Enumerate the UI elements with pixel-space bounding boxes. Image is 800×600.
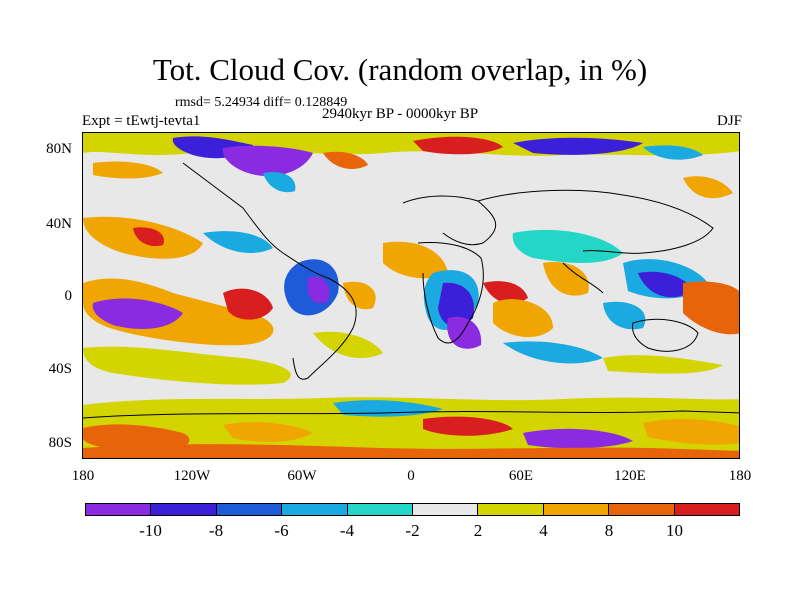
map-title: Tot. Cloud Cov. (random overlap, in %) (152, 52, 648, 87)
colorbar-label: -2 (405, 521, 420, 540)
lon-label-120w: 120W (173, 468, 211, 484)
lat-label-40s: 40S (48, 361, 72, 377)
colorbar-box-5 (413, 504, 479, 515)
colorbar-box-0 (86, 504, 152, 515)
stats-text: rmsd= 5.24934 diff= 0.128849 (175, 95, 348, 110)
lon-label-0: 0 (407, 468, 415, 484)
colorbar-label: 4 (539, 521, 548, 540)
arctic-anomalies (83, 133, 739, 199)
experiment-label: Expt = tEwtj-tevta1 (82, 113, 201, 129)
map-panel (82, 132, 740, 459)
season-label: DJF (716, 113, 742, 129)
colorbar-box-1 (151, 504, 217, 515)
colorbar-label: 8 (604, 521, 614, 540)
lon-label-120e: 120E (614, 468, 646, 484)
cloud-cover-map (83, 133, 739, 458)
lat-label-80n: 80N (46, 141, 72, 157)
colorbar (85, 503, 740, 516)
lon-label-180w: 180 (71, 468, 95, 484)
colorbar-label: -4 (339, 521, 355, 540)
antarctic-anomalies (83, 397, 739, 458)
lon-label-180e: 180 (728, 468, 752, 484)
colorbar-box-4 (347, 504, 414, 515)
lon-label-60w: 60W (287, 468, 317, 484)
southern-anomalies (83, 331, 723, 385)
coastlines (83, 162, 739, 419)
colorbar-box-6 (478, 504, 544, 515)
colorbar-box-3 (282, 504, 348, 515)
lat-label-0: 0 (64, 288, 73, 304)
tropical-anomalies (83, 216, 739, 349)
lon-label-60e: 60E (508, 468, 534, 484)
colorbar-label: 2 (473, 521, 483, 540)
colorbar-label: -8 (208, 521, 224, 540)
colorbar-label: 10 (666, 521, 683, 540)
period-label: 2940kyr BP - 0000kyr BP (322, 106, 479, 122)
lat-label-40n: 40N (46, 216, 72, 232)
colorbar-label: -6 (274, 521, 289, 540)
colorbar-box-2 (216, 504, 283, 515)
lat-label-80s: 80S (48, 435, 72, 451)
colorbar-label: -10 (139, 521, 162, 540)
colorbar-box-8 (609, 504, 675, 515)
colorbar-box-7 (543, 504, 610, 515)
colorbar-box-9 (674, 504, 740, 515)
